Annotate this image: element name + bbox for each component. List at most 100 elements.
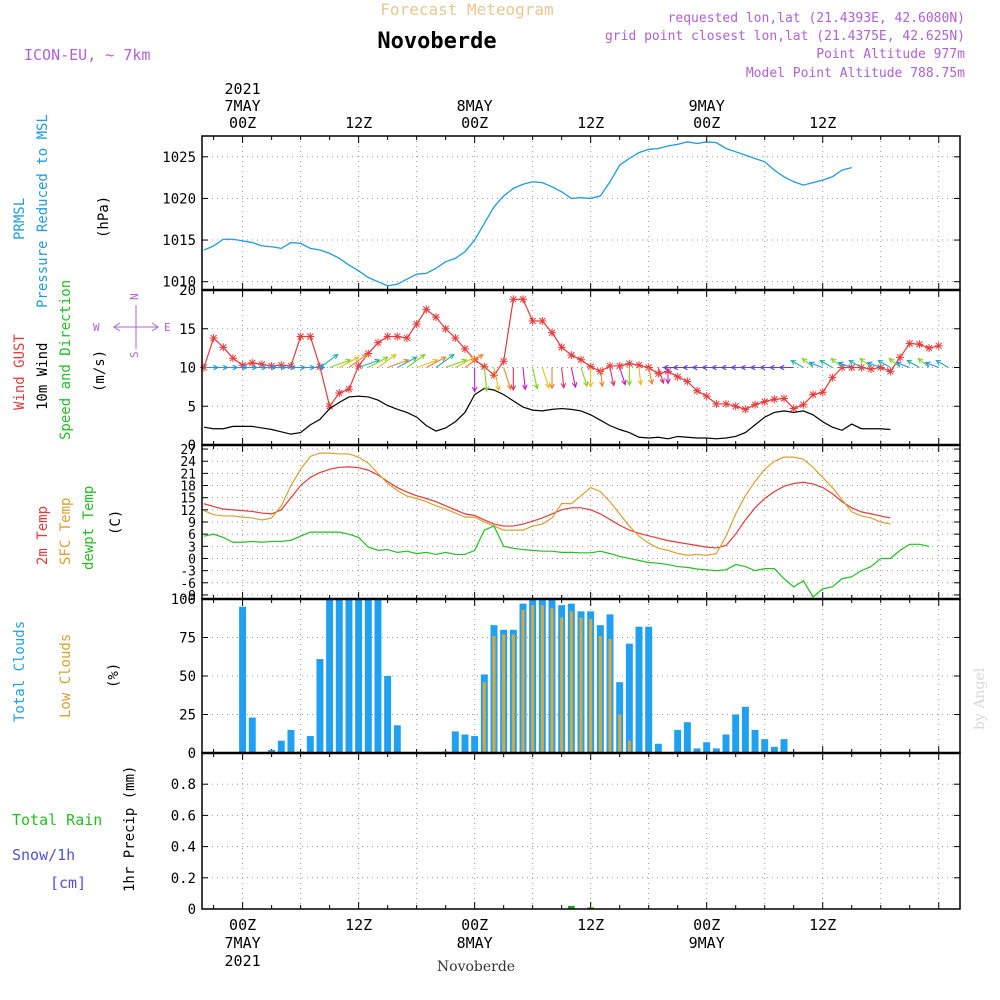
arrow-head xyxy=(659,378,665,385)
gust-mark-d xyxy=(800,401,807,409)
total-cloud-bar xyxy=(761,739,769,753)
arrow-head xyxy=(859,357,866,364)
arrow-head xyxy=(571,382,578,389)
wind-direction-arrow xyxy=(626,367,633,387)
dewpt-label: dewpt Temp xyxy=(81,486,97,570)
low-cloud-bar xyxy=(502,634,506,753)
total-cloud-bar xyxy=(268,749,276,753)
arrow-shaft xyxy=(406,354,426,368)
arrow-head xyxy=(710,364,717,371)
y-tick-label: 24 xyxy=(180,455,196,470)
y-tick-label: 0.8 xyxy=(171,777,196,793)
wind-direction-arrow xyxy=(510,367,517,392)
wind-direction-arrow xyxy=(619,367,627,386)
cloud-unit-label: (%) xyxy=(106,663,122,688)
arrow-head xyxy=(672,364,679,371)
gust-mark-d xyxy=(703,392,711,400)
gust-mark-d xyxy=(635,361,643,369)
y-tick-label: 18 xyxy=(180,480,196,495)
requested-coords: requested lon,lat (21.4393E, 42.6080N) xyxy=(668,11,965,26)
wind-direction-arrow xyxy=(778,364,794,371)
y-tick-label: -9 xyxy=(180,589,196,604)
arrow-shaft xyxy=(896,362,910,369)
y-tick-label: 75 xyxy=(179,631,196,647)
arrow-shaft xyxy=(838,362,852,369)
total-cloud-bar xyxy=(461,734,469,753)
arrow-head xyxy=(749,364,756,371)
total-cloud-bar xyxy=(364,599,372,753)
total-cloud-bar xyxy=(722,734,730,753)
gust-point xyxy=(625,359,634,368)
panel-frame xyxy=(201,135,961,291)
total-cloud-bar xyxy=(345,599,353,753)
wind-direction-arrow xyxy=(917,357,930,368)
gust-mark-d xyxy=(219,343,227,351)
y-tick-label: 0.6 xyxy=(171,808,196,824)
time-label-top: 8MAY xyxy=(457,97,493,115)
gust-mark-d xyxy=(654,370,662,378)
rain-bar xyxy=(567,905,575,909)
y-tick-label: 0 xyxy=(188,438,196,454)
gust-point xyxy=(296,332,305,341)
arrow-shaft xyxy=(619,367,626,385)
gust-mark-d xyxy=(413,320,420,328)
arrow-shaft xyxy=(906,360,920,368)
plot-layer: 101010151020102505101520-9-6-30369121518… xyxy=(162,80,961,970)
y-tick-label: 12 xyxy=(180,504,196,519)
gust-point xyxy=(925,344,934,353)
arrow-head xyxy=(837,361,844,367)
arrow-head xyxy=(665,378,671,385)
time-label-top: 00Z xyxy=(693,114,720,132)
wind-direction-arrow xyxy=(464,353,484,368)
total-cloud-bar xyxy=(471,736,479,753)
wind-direction-arrow xyxy=(368,356,389,368)
y-tick-label: 0.2 xyxy=(171,871,196,887)
time-label-top: 7MAY xyxy=(225,97,261,115)
gust-mark-d xyxy=(751,401,759,409)
gust-mark-d xyxy=(258,361,266,368)
arrow-head xyxy=(522,384,528,391)
arrow-shaft xyxy=(368,356,388,368)
arrow-head xyxy=(906,359,913,365)
wind-direction-arrow xyxy=(906,359,920,368)
arrow-head xyxy=(411,356,418,362)
total-cloud-bar xyxy=(326,599,334,753)
arrow-head xyxy=(720,364,727,371)
low-cloud-bar xyxy=(608,639,612,753)
gust-point xyxy=(547,328,556,337)
gust-mark-d xyxy=(935,342,943,350)
wind-direction-arrow xyxy=(503,367,513,391)
gust-mark-d xyxy=(248,359,256,367)
wind-direction-arrow xyxy=(665,367,671,385)
gust-point xyxy=(654,369,663,378)
wind-direction-arrow xyxy=(435,353,455,368)
wind-label: 10m Wind xyxy=(35,343,51,410)
gust-mark-d xyxy=(587,363,595,371)
gust-mark-d xyxy=(316,363,324,371)
arrow-head xyxy=(866,361,873,367)
point-altitude: Point Altitude 977m xyxy=(816,47,965,62)
arrow-shaft xyxy=(657,367,664,384)
model-label: ICON-EU, ~ 7km xyxy=(24,46,150,64)
wind-direction-arrow xyxy=(657,367,665,385)
gust-point xyxy=(412,320,421,329)
arrow-head xyxy=(495,385,501,392)
arrow-shaft xyxy=(925,362,939,369)
y-tick-label: -6 xyxy=(180,577,196,592)
chart-title: Forecast Meteogram xyxy=(380,0,553,19)
arrow-shaft xyxy=(426,356,446,368)
gust-mark-d xyxy=(345,385,353,393)
arrow-head xyxy=(888,357,895,364)
compass-icon: N S W E xyxy=(93,293,171,358)
prmsl-line xyxy=(203,141,852,287)
gust-mark-d xyxy=(867,365,875,373)
arrow-shaft xyxy=(888,358,901,368)
low-cloud-bar xyxy=(550,608,554,753)
grid-point-coords: grid point closest lon,lat (21.4375E, 42… xyxy=(605,29,965,44)
panel-frame xyxy=(201,444,961,600)
total-cloud-bar xyxy=(451,731,459,753)
wind-direction-arrow xyxy=(848,359,862,368)
arrow-head xyxy=(759,364,766,371)
time-label-bottom: 00Z xyxy=(693,916,720,934)
arrow-shaft xyxy=(397,356,417,368)
